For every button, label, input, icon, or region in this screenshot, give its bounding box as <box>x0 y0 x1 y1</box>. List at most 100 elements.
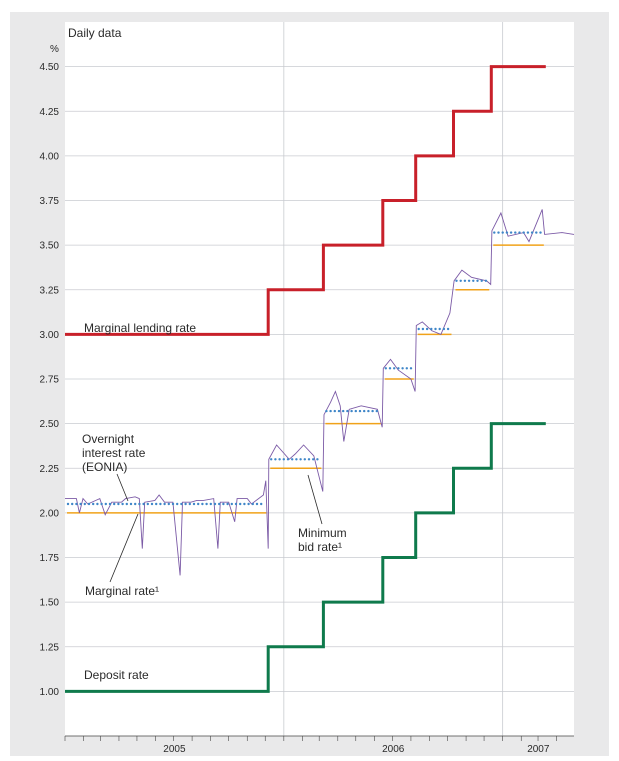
label-deposit-rate: Deposit rate <box>84 668 149 682</box>
marginal-rate-dot <box>155 502 158 506</box>
marginal-rate-dot <box>354 409 357 413</box>
marginal-rate-dot <box>129 502 133 506</box>
marginal-rate-dot <box>247 502 250 506</box>
marginal-rate-dot <box>358 409 362 413</box>
marginal-rate-dot <box>505 231 509 234</box>
marginal-rate-dot <box>218 502 221 506</box>
marginal-rate-dot <box>514 231 517 234</box>
marginal-rate-dot <box>243 502 246 506</box>
y-tick-label: 2.75 <box>40 375 60 386</box>
y-tick-label: 4.00 <box>40 151 60 162</box>
marginal-rate-dot <box>405 367 408 370</box>
marginal-rate-dot <box>260 502 263 506</box>
marginal-rate-dot <box>146 502 149 506</box>
x-tick-label-2007: 2007 <box>527 744 550 755</box>
marginal-rate-dot <box>79 502 82 506</box>
marginal-rate-dot <box>138 502 141 506</box>
marginal-rate-dot <box>421 327 425 331</box>
y-axis-ticks: 1.00 1.25 1.50 1.75 2.00 2.25 2.50 2.75 3.00 3.25… <box>40 62 60 698</box>
leader-minimum-bid <box>307 474 323 525</box>
x-tick-label-2006: 2006 <box>382 744 405 755</box>
marginal-rate-dot <box>342 409 345 413</box>
marginal-rate-dot <box>329 409 332 413</box>
marginal-rate-dot <box>201 502 204 506</box>
marginal-rate-dot <box>121 502 124 506</box>
marginal-rate-dot <box>497 231 500 234</box>
marginal-rate-dot <box>142 502 145 506</box>
marginal-rate-dot <box>205 502 208 506</box>
y-tick-label: 4.25 <box>40 107 60 118</box>
y-tick-label: 2.50 <box>40 419 60 430</box>
marginal-rate-dot <box>539 231 542 234</box>
marginal-rate-dot <box>522 231 525 234</box>
marginal-rate-dot <box>367 409 370 413</box>
marginal-rate-dot <box>333 409 336 413</box>
label-marginal-lending-rate: Marginal lending rate <box>84 321 196 335</box>
y-tick-label: 3.25 <box>40 285 60 296</box>
marginal-rate-dot <box>480 279 483 282</box>
marginal-rate-dot <box>459 279 462 282</box>
marginal-rate-dot <box>530 231 534 234</box>
marginal-rate-dot <box>125 502 128 506</box>
marginal-rate-dot <box>446 327 450 331</box>
marginal-rate-dot <box>192 502 196 506</box>
y-tick-label: 3.50 <box>40 241 60 252</box>
marginal-rate-dot <box>171 502 175 506</box>
y-tick-label: 1.75 <box>40 553 60 564</box>
marginal-rate-dot <box>463 279 467 282</box>
marginal-rate-dot <box>251 502 254 506</box>
marginal-rate-dot <box>71 502 74 506</box>
label-eonia-1: Overnight <box>82 432 135 446</box>
marginal-rate-dot <box>100 502 103 506</box>
marginal-rate-dot <box>159 502 162 506</box>
marginal-rate-dot <box>472 279 475 282</box>
marginal-rate-dot <box>442 327 446 331</box>
marginal-rate-dot <box>274 458 277 461</box>
y-tick-label: 1.00 <box>40 687 60 698</box>
marginal-rate-dot <box>134 502 137 506</box>
marginal-rate-dot <box>325 409 328 413</box>
marginal-rate-dot <box>163 502 166 506</box>
marginal-rate-dot <box>291 458 294 461</box>
chart-frame: 1.00 1.25 1.50 1.75 2.00 2.25 2.50 2.75 3.00 3.25… <box>10 12 609 756</box>
marginal-rate-dot <box>518 231 521 234</box>
marginal-rate-dot <box>104 502 108 506</box>
marginal-rate-dot <box>299 458 302 461</box>
marginal-rate-dot <box>66 502 70 506</box>
marginal-rate-dot <box>150 502 154 506</box>
marginal-rate-dot <box>393 367 396 370</box>
marginal-rate-dot <box>434 327 437 331</box>
marginal-lending-rate-line <box>65 65 546 336</box>
marginal-rate-dot <box>209 502 212 506</box>
marginal-rate-dot <box>425 327 429 331</box>
marginal-rate-dot <box>83 502 87 506</box>
marginal-rate-dot <box>239 502 242 506</box>
marginal-rate-dot <box>371 409 374 413</box>
marginal-rate-dot <box>303 458 306 461</box>
gridlines <box>65 22 574 736</box>
marginal-rate-dot <box>501 231 504 234</box>
leader-marginal-rate <box>109 513 139 583</box>
series-layer <box>65 65 575 693</box>
y-axis-label: % <box>50 44 59 55</box>
y-tick-label: 4.50 <box>40 62 60 73</box>
marginal-rate-dot <box>108 502 112 506</box>
marginal-rate-dot <box>509 231 513 234</box>
marginal-rate-dot <box>384 367 387 370</box>
marginal-rate-dot <box>438 327 441 331</box>
marginal-rate-dot <box>176 502 179 506</box>
marginal-rate-dot <box>113 502 116 506</box>
marginal-rate-dot <box>467 279 471 282</box>
marginal-rate-dot <box>96 502 99 506</box>
marginal-rate-dot <box>278 458 281 461</box>
marginal-rate-dot <box>117 502 120 506</box>
leader-eonia <box>116 473 129 502</box>
marginal-rate-dot <box>286 458 290 461</box>
marginal-rate-dot <box>222 502 225 506</box>
x-tick-label-2005: 2005 <box>163 744 186 755</box>
marginal-rate-dot <box>188 502 191 506</box>
label-eonia-3: (EONIA) <box>82 460 127 474</box>
marginal-rate-dot <box>363 409 366 413</box>
label-minimum-bid-2: bid rate¹ <box>298 540 342 554</box>
marginal-rate-dot <box>197 502 200 506</box>
